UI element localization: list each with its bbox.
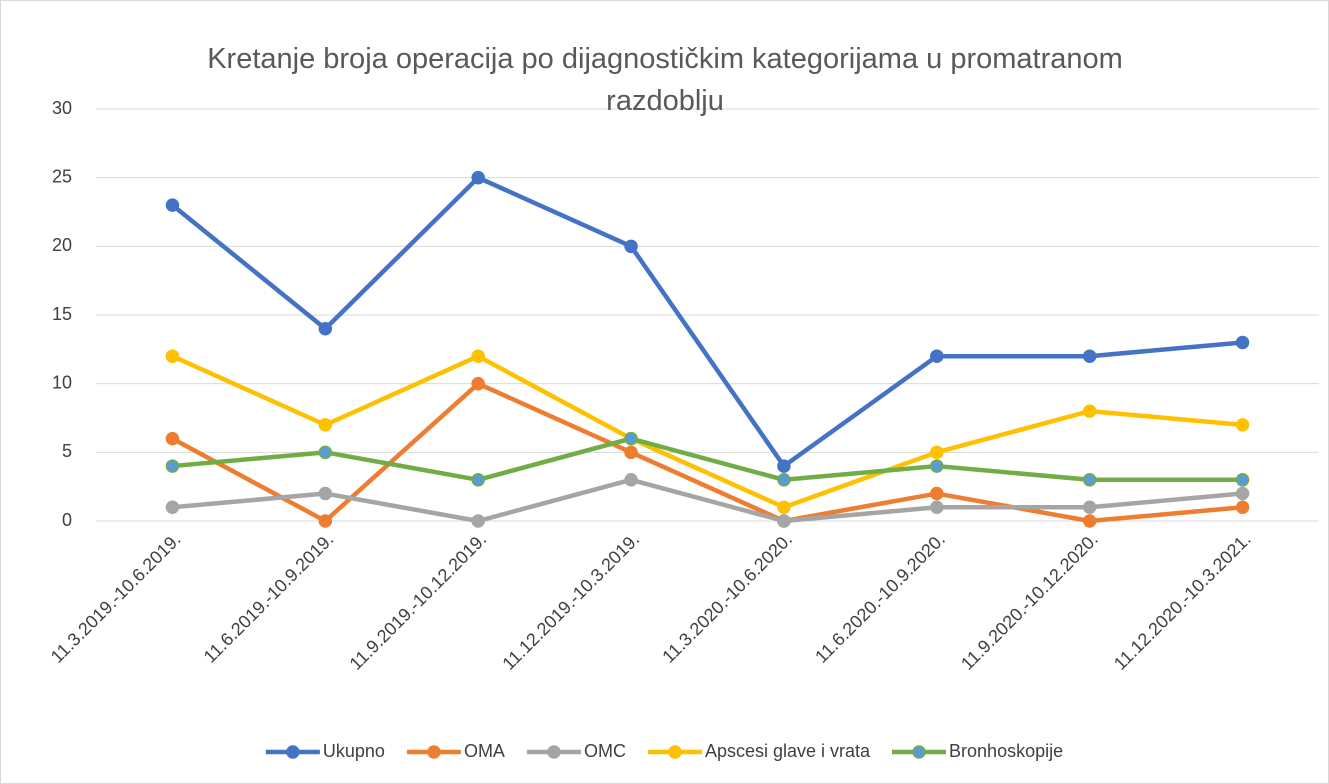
data-point	[1235, 486, 1250, 501]
y-tick-label: 20	[52, 235, 72, 255]
series-line	[171, 175, 1243, 469]
data-point	[471, 170, 485, 185]
data-point	[165, 500, 180, 515]
legend-marker	[427, 745, 441, 759]
data-point	[1082, 349, 1097, 363]
data-point	[318, 514, 333, 528]
legend-marker	[668, 745, 682, 759]
data-point	[318, 418, 333, 432]
data-point	[930, 486, 944, 501]
data-point	[1082, 514, 1097, 528]
legend-item: Bronhoskopije	[892, 741, 1063, 761]
legend-marker	[547, 745, 561, 759]
data-point	[777, 473, 791, 487]
y-tick-label: 15	[52, 304, 72, 324]
series-line	[172, 477, 1243, 524]
data-point	[318, 445, 333, 460]
data-point	[930, 349, 944, 363]
data-point	[471, 473, 485, 487]
data-point	[777, 459, 791, 473]
legend-label: OMC	[584, 741, 626, 761]
chart-title: Kretanje broja operacija po dijagnostičk…	[207, 43, 1123, 117]
data-point	[777, 514, 791, 528]
legend-item: OMC	[526, 741, 626, 761]
data-point	[1082, 473, 1097, 487]
y-tick-label: 25	[52, 166, 72, 186]
data-point	[777, 500, 791, 515]
legend-label: OMA	[464, 741, 505, 761]
legend-marker	[912, 745, 926, 759]
data-point	[624, 431, 638, 446]
legend-item: OMA	[406, 741, 505, 761]
data-point	[1082, 500, 1097, 515]
legend-label: Bronhoskopije	[949, 741, 1063, 761]
data-point	[930, 500, 944, 515]
data-point	[930, 445, 944, 460]
legend-marker	[286, 745, 300, 759]
data-point	[471, 349, 485, 363]
data-point	[1082, 404, 1097, 418]
legend-item: Apscesi glave i vrata	[647, 741, 871, 761]
series-line	[171, 353, 1243, 510]
data-point	[1235, 335, 1250, 350]
data-point	[165, 431, 180, 446]
y-tick-label: 0	[62, 510, 72, 530]
data-point	[1235, 500, 1250, 515]
data-point	[165, 349, 180, 363]
y-tick-label: 30	[52, 98, 72, 118]
data-point	[165, 459, 180, 473]
data-point	[471, 376, 485, 391]
data-point	[1235, 418, 1250, 432]
y-tick-label: 5	[62, 441, 72, 461]
series-line	[172, 436, 1243, 483]
data-point	[624, 239, 638, 254]
data-point	[318, 321, 333, 336]
data-point	[471, 514, 485, 528]
data-point	[1235, 473, 1250, 487]
legend-label: Ukupno	[323, 741, 385, 761]
y-tick-label: 10	[52, 372, 72, 392]
data-point	[624, 473, 638, 487]
data-point	[624, 445, 638, 460]
legend-label: Apscesi glave i vrata	[705, 741, 871, 761]
data-point	[930, 459, 944, 473]
data-point	[318, 486, 333, 501]
data-point	[165, 198, 180, 212]
legend-item: Ukupno	[265, 741, 385, 761]
